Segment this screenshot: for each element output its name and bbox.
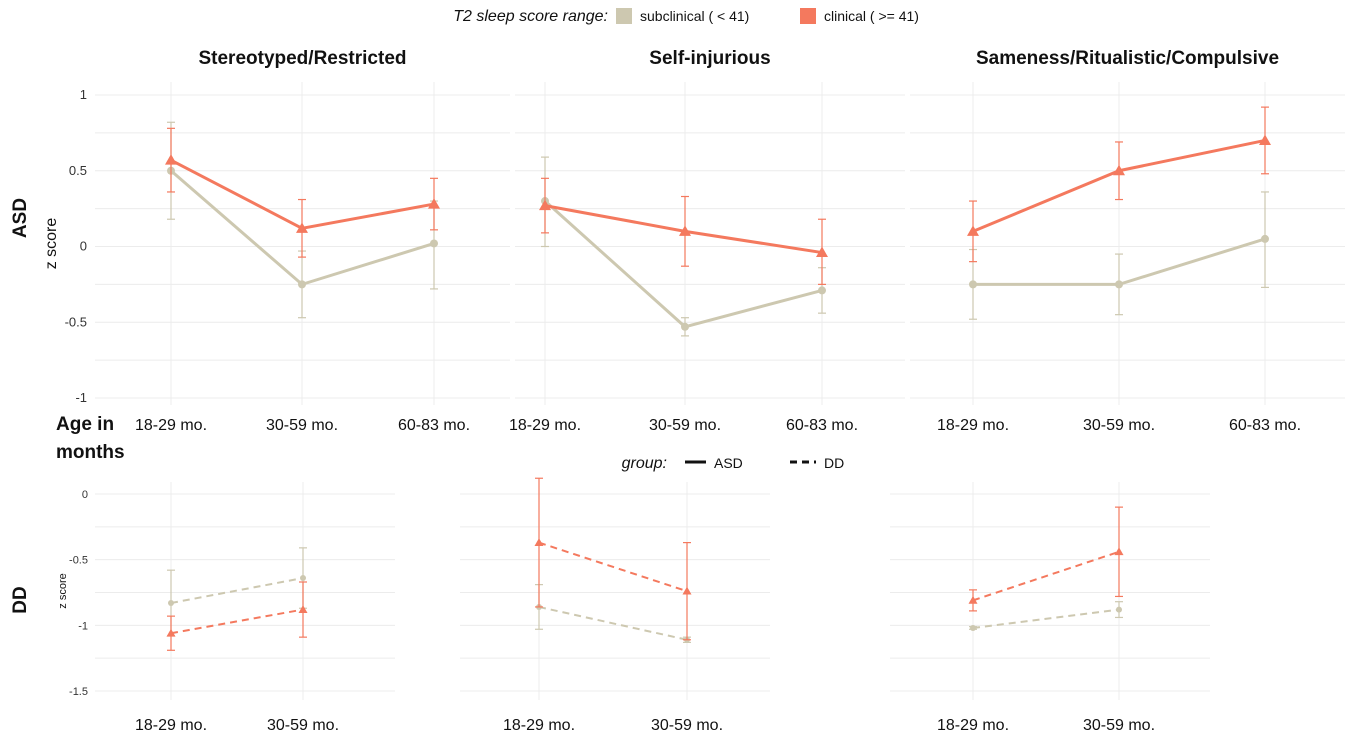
panel-title-sameness-ritualistic-compulsive: Sameness/Ritualistic/Compulsive (976, 48, 1279, 69)
y-tick-label: -0.5 (65, 314, 87, 329)
panel-2: Self-injurious 18-29 mo. 30-59 mo. 60-83 mo… (509, 48, 905, 434)
y-tick-label: -1 (78, 620, 88, 632)
series-clinical (165, 127, 440, 258)
data-point-circle (818, 286, 826, 295)
data-point-triangle (967, 225, 979, 236)
x-tick-label: 60-83 mo. (398, 417, 470, 434)
y-tick-label: -1 (75, 390, 87, 405)
data-point-triangle (539, 199, 551, 211)
x-tick-label: 18-29 mo. (135, 417, 207, 434)
y-tick-label: -0.5 (69, 555, 88, 567)
x-tick-label: 18-29 mo. (509, 417, 581, 434)
panel-4: -1.5 -1 -0.5 0 z score 18-29 mo. 30-59 mo. (57, 482, 395, 734)
series-line (972, 550, 1120, 602)
data-point-circle (300, 575, 306, 582)
panel-title-self-injurious: Self-injurious (649, 48, 770, 69)
x-tick-label: 30-59 mo. (267, 717, 339, 734)
age-label-line-1: Age in (56, 414, 114, 435)
series-line (170, 608, 304, 635)
legend-label-clinical: clinical ( >= 41) (824, 8, 919, 24)
x-tick-label: 30-59 mo. (649, 417, 721, 434)
legend-title: T2 sleep score range: (453, 8, 608, 25)
series-line (972, 608, 1120, 629)
x-tick-label: 30-59 mo. (1083, 717, 1155, 734)
panels: Stereotyped/Restricted -1 -0.5 0 0.5 1 z score… (43, 48, 1345, 734)
series-subclinical (167, 547, 307, 637)
series-clinical (539, 177, 828, 285)
panel-5: 18-29 mo. 30-59 mo. (460, 477, 770, 734)
series-line (538, 541, 688, 593)
group-legend-title: group: (622, 455, 667, 472)
y-tick-label: 0 (82, 489, 88, 501)
data-point-triangle (1114, 547, 1124, 556)
x-tick-label: 18-29 mo. (937, 417, 1009, 434)
group-legend: group: ASD DD (622, 455, 845, 472)
data-point-triangle (298, 605, 308, 613)
data-point-circle (969, 280, 977, 289)
x-tick-label: 18-29 mo. (503, 717, 575, 734)
series-line (170, 577, 304, 604)
row-label-dd: DD (10, 586, 31, 613)
x-tick-label: 18-29 mo. (135, 717, 207, 734)
data-point-triangle (166, 628, 176, 637)
x-tick-label: 30-59 mo. (266, 417, 338, 434)
data-point-triangle (1259, 134, 1271, 145)
series-clinical (968, 506, 1124, 612)
y-tick-label: 0 (80, 239, 87, 254)
panel-6: 18-29 mo. 30-59 mo. (890, 482, 1210, 734)
y-tick-label: 1 (80, 87, 87, 102)
legend-swatch-clinical (800, 8, 816, 24)
series-line (538, 605, 688, 641)
x-tick-label: 18-29 mo. (937, 717, 1009, 734)
data-point-triangle (296, 222, 308, 233)
group-legend-label-asd: ASD (714, 455, 743, 471)
data-point-triangle (679, 225, 691, 236)
y-tick-label: -1.5 (69, 686, 88, 698)
data-point-circle (430, 239, 438, 248)
data-point-triangle (816, 246, 828, 258)
data-point-circle (681, 322, 689, 331)
legend-label-subclinical: subclinical ( < 41) (640, 8, 749, 24)
x-tick-label: 60-83 mo. (786, 417, 858, 434)
x-tick-label: 30-59 mo. (651, 717, 723, 734)
y-tick-label: 0.5 (69, 163, 87, 178)
y-axis-label: z score (57, 573, 69, 608)
series-clinical (967, 106, 1271, 263)
panel-1: Stereotyped/Restricted -1 -0.5 0 0.5 1 z score… (43, 48, 510, 434)
legend-swatch-subclinical (616, 8, 632, 24)
sleep-score-legend: T2 sleep score range: subclinical ( < 41… (453, 8, 919, 25)
series-subclinical (535, 584, 691, 644)
panel-title-stereotyped-restricted: Stereotyped/Restricted (198, 48, 406, 69)
data-point-triangle (968, 595, 978, 604)
data-point-triangle (428, 198, 440, 209)
series-clinical (166, 581, 308, 651)
series-clinical (534, 477, 692, 641)
data-point-circle (1261, 234, 1269, 243)
data-point-circle (970, 624, 976, 631)
data-point-circle (1115, 280, 1123, 289)
row-label-asd: ASD (10, 198, 31, 238)
data-point-circle (1116, 606, 1122, 613)
data-point-circle (168, 600, 174, 607)
data-point-triangle (1113, 164, 1125, 176)
data-point-triangle (165, 154, 177, 165)
series-subclinical (167, 121, 438, 319)
data-point-circle (298, 280, 306, 289)
data-point-triangle (682, 586, 692, 595)
y-axis-label: z score (43, 218, 60, 270)
panel-3: Sameness/Ritualistic/Compulsive 18-29 mo.… (910, 48, 1345, 434)
group-legend-label-dd: DD (824, 455, 844, 471)
data-point-triangle (534, 538, 544, 546)
x-tick-label: 30-59 mo. (1083, 417, 1155, 434)
series-subclinical (969, 601, 1123, 631)
x-tick-label: 60-83 mo. (1229, 417, 1301, 434)
age-label-line-2: months (56, 442, 125, 463)
series-line (543, 199, 823, 329)
